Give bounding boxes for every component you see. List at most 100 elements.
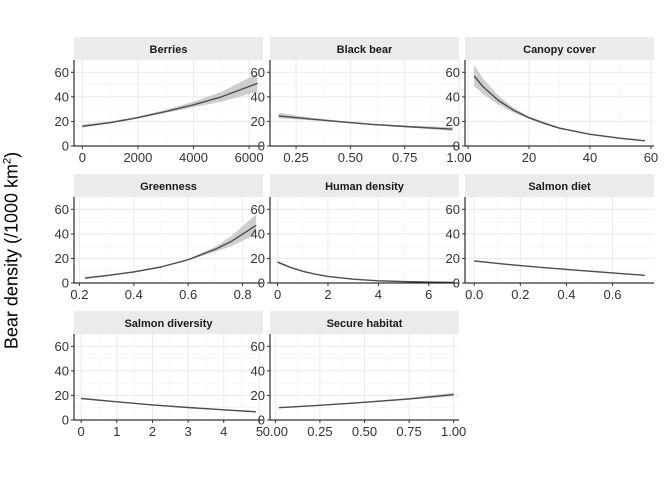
y-tick-label: 0 bbox=[62, 276, 69, 291]
x-tick-label: 0 bbox=[79, 150, 86, 165]
x-tick-label: 0.4 bbox=[557, 287, 575, 302]
y-tick-label: 40 bbox=[55, 363, 69, 378]
x-tick-label: 6000 bbox=[235, 150, 264, 165]
x-tick-label: 1 bbox=[113, 424, 120, 439]
y-tick-label: 60 bbox=[446, 202, 460, 217]
y-tick-label: 20 bbox=[446, 251, 460, 266]
facet-panel: Canopy cover 0 20 40 60 0 20 40 60 bbox=[446, 37, 658, 165]
x-tick-label: 4 bbox=[375, 287, 382, 302]
facet-strip bbox=[465, 37, 654, 60]
plot-area bbox=[270, 60, 459, 146]
fitted-line bbox=[278, 115, 453, 130]
x-tick-label: 0.50 bbox=[352, 424, 377, 439]
y-tick-label: 20 bbox=[55, 114, 69, 129]
facet-title: Greenness bbox=[140, 181, 197, 193]
facet-title: Human density bbox=[325, 181, 405, 193]
facet-title: Canopy cover bbox=[523, 44, 596, 56]
facet-panel: Salmon diversity 0 20 40 60 0 1 2 3 4 5 bbox=[55, 311, 263, 439]
y-tick-label: 20 bbox=[55, 388, 69, 403]
y-tick-label: 40 bbox=[251, 363, 265, 378]
x-tick-label: 0 bbox=[78, 424, 85, 439]
x-tick-label: 0.50 bbox=[338, 150, 363, 165]
confidence-band bbox=[82, 73, 258, 128]
fitted-line bbox=[84, 224, 257, 279]
fitted-line bbox=[474, 260, 645, 276]
fitted-line bbox=[278, 393, 454, 409]
y-tick-label: 60 bbox=[55, 202, 69, 217]
y-tick-label: 60 bbox=[446, 65, 460, 80]
facet-panel: Secure habitat 0 20 40 60 0.00 0.25 0.50 0.75 1.0… bbox=[251, 311, 466, 439]
x-tick-label: 40 bbox=[583, 150, 597, 165]
x-tick-label: 0.0 bbox=[465, 287, 483, 302]
y-tick-label: 40 bbox=[446, 226, 460, 241]
x-tick-label: 2 bbox=[149, 424, 156, 439]
facet-strip bbox=[270, 37, 459, 60]
x-tick-label: 0.8 bbox=[234, 287, 252, 302]
plot-area bbox=[270, 197, 459, 283]
facet-strip bbox=[270, 311, 459, 334]
y-tick-label: 0 bbox=[258, 276, 265, 291]
plot-area bbox=[465, 197, 654, 283]
y-tick-label: 40 bbox=[251, 226, 265, 241]
plot-area bbox=[74, 334, 263, 420]
y-tick-label: 0 bbox=[258, 413, 265, 428]
fitted-line bbox=[82, 82, 258, 127]
y-tick-label: 60 bbox=[251, 339, 265, 354]
facet-panel: Greenness 0 20 40 60 0.2 0.4 0.6 0.8 bbox=[55, 174, 263, 302]
x-tick-label: 0.75 bbox=[396, 424, 421, 439]
facet-panel: Human density 0 20 40 60 0 2 4 6 bbox=[251, 174, 459, 302]
y-tick-label: 0 bbox=[453, 139, 460, 154]
y-tick-label: 0 bbox=[62, 413, 69, 428]
fitted-line bbox=[81, 397, 256, 413]
facet-title: Salmon diet bbox=[528, 181, 591, 193]
facet-strip bbox=[74, 174, 263, 197]
facet-panel: Black bear 0 20 40 60 0.25 0.50 0.75 1.00 bbox=[251, 37, 472, 165]
y-tick-label: 60 bbox=[55, 65, 69, 80]
facet-title: Secure habitat bbox=[327, 318, 403, 330]
x-tick-label: 60 bbox=[644, 150, 658, 165]
facet-title: Salmon diversity bbox=[124, 318, 213, 330]
y-tick-label: 20 bbox=[55, 251, 69, 266]
y-tick-label: 40 bbox=[251, 89, 265, 104]
x-tick-label: 20 bbox=[522, 150, 536, 165]
y-tick-label: 0 bbox=[62, 139, 69, 154]
facet-strip bbox=[270, 174, 459, 197]
x-tick-label: 3 bbox=[184, 424, 191, 439]
x-tick-label: 0 bbox=[274, 287, 281, 302]
y-tick-label: 40 bbox=[55, 226, 69, 241]
fitted-line bbox=[277, 261, 455, 284]
y-tick-label: 20 bbox=[446, 114, 460, 129]
x-tick-label: 0.4 bbox=[125, 287, 143, 302]
facet-strip bbox=[74, 311, 263, 334]
x-tick-label: 2 bbox=[324, 287, 331, 302]
y-tick-label: 0 bbox=[453, 276, 460, 291]
y-tick-label: 20 bbox=[251, 251, 265, 266]
plot-area bbox=[74, 60, 263, 146]
x-tick-label: 0.00 bbox=[263, 424, 288, 439]
x-tick-label: 1.00 bbox=[441, 424, 466, 439]
y-tick-label: 20 bbox=[251, 114, 265, 129]
x-tick-label: 5 bbox=[256, 424, 263, 439]
y-tick-label: 40 bbox=[446, 89, 460, 104]
y-tick-label: 60 bbox=[251, 202, 265, 217]
fitted-line bbox=[473, 75, 645, 142]
facet-title: Black bear bbox=[337, 44, 393, 56]
x-tick-label: 0.25 bbox=[307, 424, 332, 439]
x-tick-label: 0.6 bbox=[603, 287, 621, 302]
x-tick-label: 0.75 bbox=[392, 150, 417, 165]
x-tick-label: 0.2 bbox=[70, 287, 88, 302]
y-tick-label: 40 bbox=[55, 89, 69, 104]
x-tick-label: 2000 bbox=[123, 150, 152, 165]
facet-panel: Berries 0 20 40 60 0 2000 4000 6000 bbox=[55, 37, 264, 165]
facet-panel: Salmon diet 0 20 40 60 0.0 0.2 0.4 0.6 bbox=[446, 174, 654, 302]
y-tick-label: 20 bbox=[251, 388, 265, 403]
x-tick-label: 6 bbox=[425, 287, 432, 302]
x-tick-label: 4000 bbox=[179, 150, 208, 165]
x-tick-label: 0.2 bbox=[511, 287, 529, 302]
y-tick-label: 0 bbox=[258, 139, 265, 154]
y-axis-label: Bear density (/1000 km2) bbox=[1, 151, 22, 350]
x-tick-label: 4 bbox=[220, 424, 227, 439]
x-tick-label: 0.6 bbox=[179, 287, 197, 302]
x-tick-label: 0 bbox=[464, 150, 471, 165]
